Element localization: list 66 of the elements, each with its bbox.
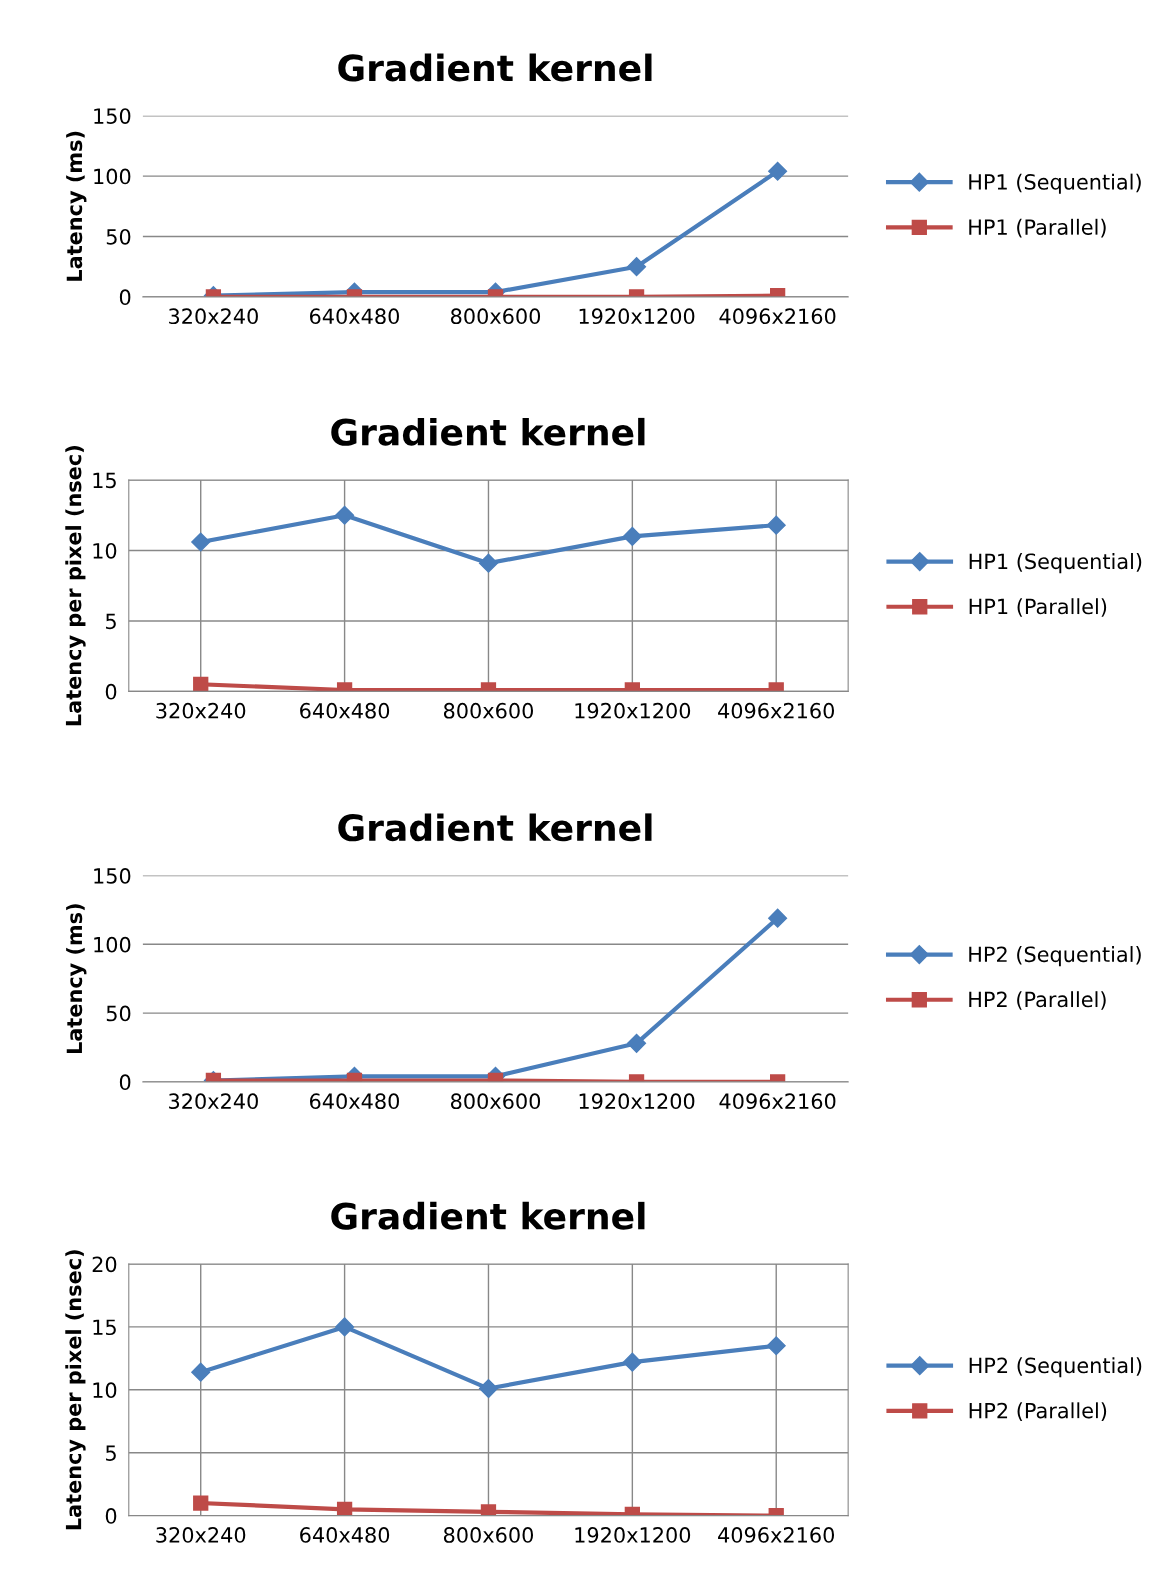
legend-label: HP1 (Sequential): [969, 173, 1141, 194]
y-tick-label: 150: [94, 108, 131, 124]
point: [191, 1362, 211, 1382]
legend-label: HP1 (Parallel): [969, 218, 1106, 238]
chart-title: Gradient kernel: [331, 1201, 645, 1230]
legend-label: HP1 (Parallel): [969, 598, 1107, 617]
y-tick-label: 0: [119, 1074, 131, 1091]
point: [478, 553, 499, 573]
legend-label: HP2 (Sequential): [969, 1357, 1142, 1378]
point: [766, 1336, 786, 1356]
x-tick-label: 320x240: [169, 1093, 258, 1110]
x-tick-label: 1920x1200: [575, 702, 691, 719]
x-tick-label: 640x480: [300, 702, 390, 719]
y-tick-label: 100: [94, 168, 131, 185]
point: [335, 1317, 355, 1337]
x-tick-label: 320x240: [169, 308, 258, 325]
y-tick-label: 15: [93, 472, 116, 489]
y-tick-label: 5: [106, 1445, 116, 1461]
point: [480, 1504, 497, 1516]
x-tick-label: 640x480: [300, 1527, 390, 1543]
chart-title: Gradient kernel: [338, 53, 652, 82]
chart-title: Gradient kernel: [338, 813, 652, 842]
y-tick-label: 20: [92, 1256, 117, 1273]
y-axis-title: Latency per pixel (nsec): [65, 446, 86, 726]
x-tick-label: 4096x2160: [718, 702, 835, 719]
y-tick-label: 100: [94, 936, 131, 953]
y-tick-label: 50: [106, 1005, 131, 1022]
y-tick-label: 0: [105, 683, 117, 700]
y-tick-label: 5: [106, 613, 116, 630]
x-tick-label: 1920x1200: [579, 308, 695, 325]
point: [193, 1495, 209, 1511]
point: [766, 515, 786, 535]
x-tick-label: 320x240: [156, 1527, 246, 1543]
y-axis-title: Latency (ms): [66, 131, 87, 281]
point: [478, 1379, 499, 1399]
x-tick-label: 320x240: [156, 702, 246, 719]
x-tick-label: 1920x1200: [575, 1527, 691, 1543]
y-tick-label: 10: [93, 1382, 117, 1399]
legend-label: HP1 (Sequential): [969, 553, 1142, 574]
point: [191, 532, 211, 552]
y-axis-title: Latency (ms): [66, 904, 87, 1054]
x-tick-label: 800x600: [443, 1527, 534, 1543]
y-tick-label: 150: [94, 868, 131, 884]
y-tick-label: 10: [93, 542, 117, 559]
x-tick-label: 640x480: [309, 308, 399, 325]
point: [622, 526, 642, 546]
chart-title: Gradient kernel: [331, 417, 645, 446]
x-tick-label: 4096x2160: [719, 1093, 836, 1110]
x-tick-label: 1920x1200: [579, 1093, 695, 1110]
x-tick-label: 800x600: [443, 702, 534, 719]
point: [335, 505, 355, 525]
y-tick-label: 50: [106, 228, 131, 245]
y-tick-label: 0: [105, 1508, 117, 1524]
x-tick-label: 4096x2160: [718, 1527, 835, 1543]
y-tick-label: 15: [93, 1319, 116, 1336]
legend-label: HP2 (Parallel): [969, 991, 1106, 1010]
x-tick-label: 640x480: [309, 1093, 399, 1110]
point: [622, 1352, 642, 1372]
legend-label: HP2 (Parallel): [969, 1402, 1107, 1421]
legend-label: HP2 (Sequential): [969, 946, 1141, 967]
x-tick-label: 800x600: [451, 1093, 541, 1110]
y-tick-label: 0: [119, 289, 131, 306]
x-tick-label: 4096x2160: [719, 308, 836, 325]
y-axis-title: Latency per pixel (nsec): [65, 1250, 86, 1530]
point: [336, 1501, 353, 1516]
x-tick-label: 800x600: [451, 308, 541, 325]
